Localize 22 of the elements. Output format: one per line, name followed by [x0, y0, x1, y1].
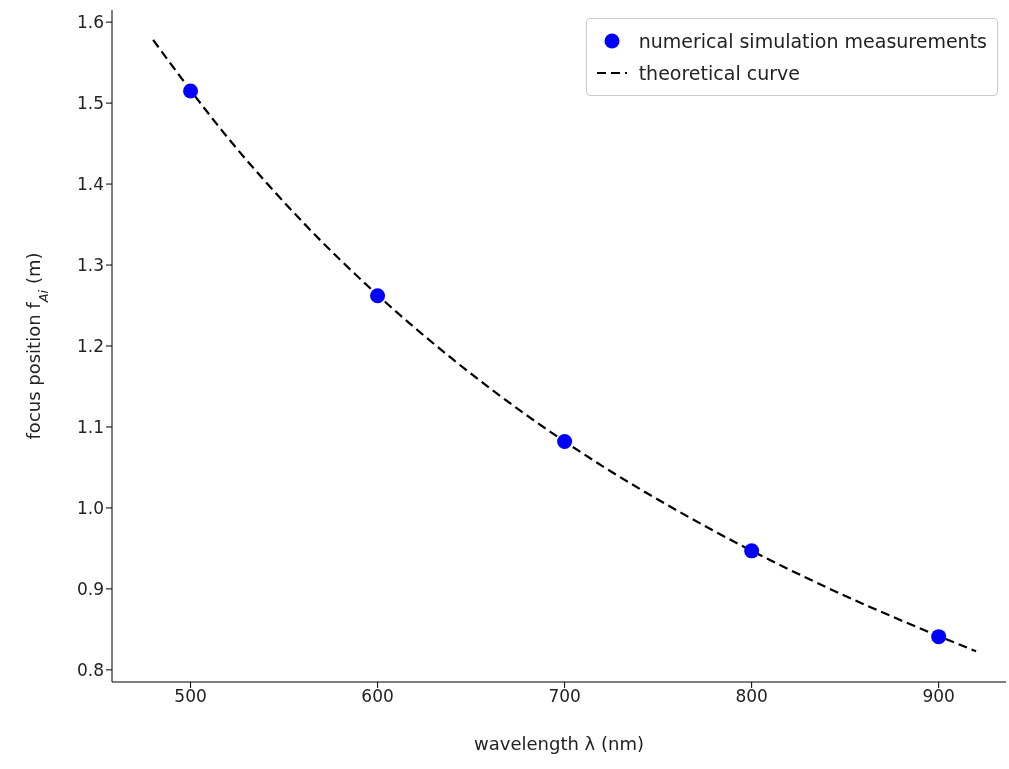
x-tick-label: 700 — [548, 686, 581, 707]
point — [744, 543, 760, 559]
y-tick-label: 1.1 — [76, 417, 104, 437]
y-tick-label: 1.4 — [76, 174, 104, 195]
y-tick-label: 1.5 — [76, 93, 104, 114]
y-tick-label: 1.6 — [76, 12, 104, 33]
y-tick-label: 1.3 — [76, 255, 104, 276]
x-tick-label: 600 — [361, 686, 394, 707]
x-axis-title: wavelength λ (nm) — [474, 733, 644, 754]
point — [370, 288, 386, 304]
y-tick-label: 0.8 — [76, 659, 104, 680]
legend-label: theoretical curve — [638, 61, 800, 86]
point — [557, 434, 573, 450]
x-tick-label: 800 — [735, 686, 768, 707]
y-tick-label: 0.9 — [76, 578, 104, 599]
point — [931, 629, 947, 645]
y-tick-label: 1.0 — [76, 497, 104, 518]
x-tick-label: 900 — [922, 686, 955, 707]
x-tick-label: 500 — [174, 686, 207, 707]
legend-label: numerical simulation measurements — [638, 29, 987, 54]
point — [183, 83, 199, 99]
y-tick-label: 1.2 — [76, 336, 104, 357]
